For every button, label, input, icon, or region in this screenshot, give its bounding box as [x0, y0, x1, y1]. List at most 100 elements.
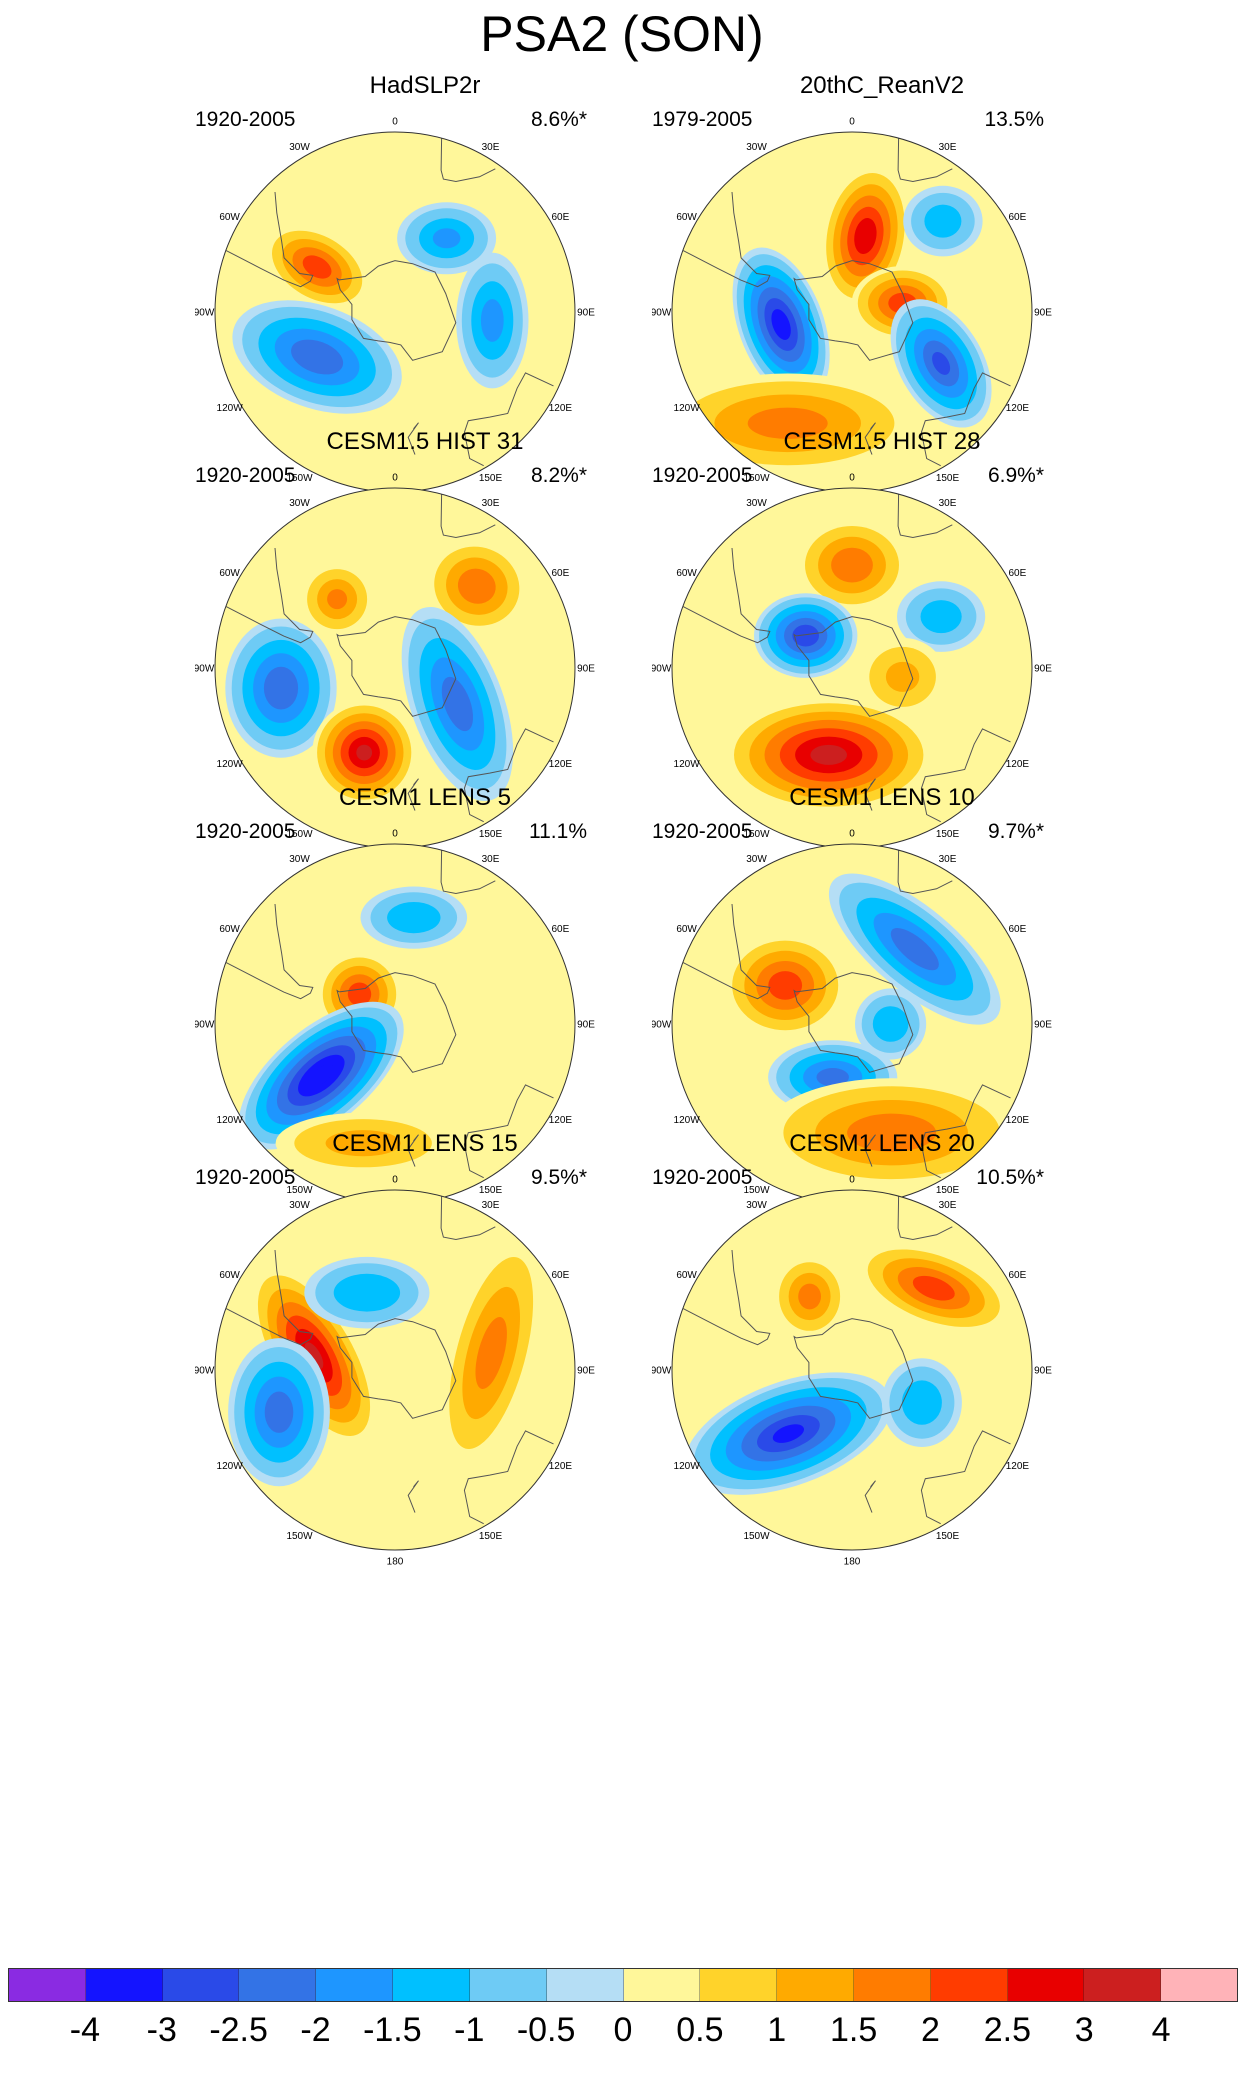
panel-variance: 8.6%*: [530, 108, 587, 131]
panel-variance: 10.5%*: [976, 1166, 1044, 1189]
longitude-label: 30W: [289, 854, 310, 865]
longitude-label: 30W: [289, 498, 310, 509]
coastline: [897, 1196, 953, 1241]
longitude-label: 120W: [217, 759, 244, 770]
panel-period: 1920-2005: [195, 464, 296, 487]
coastline: [336, 1318, 457, 1419]
colorbar-swatch: [623, 1969, 701, 2001]
contour-band: [356, 744, 373, 761]
map-panel: CESM1 LENS 5 1920-2005 11.1% 0 30E 60E 90E 120E…: [195, 784, 655, 1254]
longitude-label: 30E: [482, 498, 500, 509]
colorbar-swatch: [777, 1969, 854, 2001]
contour-band: [771, 309, 791, 340]
colorbar-tick-label: 1: [767, 2011, 787, 2049]
longitude-label: 120W: [217, 403, 244, 414]
longitude-label: 0: [392, 829, 398, 840]
coastline: [864, 422, 876, 455]
longitude-label: 90E: [577, 1020, 595, 1031]
contour-band: [890, 927, 939, 971]
coastline: [407, 1480, 419, 1513]
panel-period: 1920-2005: [652, 464, 753, 487]
colorbar-tick-label: 0.5: [676, 2011, 724, 2049]
panel-title: HadSLP2r: [369, 72, 481, 99]
contour-band: [264, 1391, 294, 1433]
longitude-label: 120W: [217, 1461, 244, 1472]
contour-band: [768, 971, 803, 1000]
longitude-label: 30E: [939, 1200, 957, 1211]
coastline: [682, 1249, 771, 1346]
longitude-label: 180: [844, 1557, 861, 1568]
contour-field: [215, 132, 575, 492]
colorbar-tick-label: -4: [69, 2011, 100, 2049]
coastline: [225, 547, 314, 644]
longitude-label: 90E: [577, 308, 595, 319]
contour-band: [387, 902, 441, 934]
longitude-label: 120E: [1006, 1115, 1030, 1126]
longitude-label: 60W: [219, 212, 240, 223]
longitude-label: 30E: [939, 142, 957, 153]
colorbar-tick-label: -1: [454, 2011, 485, 2049]
contour-field: [672, 488, 1032, 848]
coastline: [682, 547, 771, 644]
longitude-label: 60E: [552, 924, 570, 935]
contour-band: [441, 676, 474, 732]
longitude-label: 90W: [195, 664, 215, 675]
contour-band: [327, 589, 348, 610]
contour-band: [872, 1006, 909, 1042]
panel-variance: 9.7%*: [987, 820, 1044, 843]
coastline: [225, 191, 314, 288]
panel-title: 20thC_ReanV2: [799, 72, 965, 99]
longitude-label: 150W: [286, 1531, 313, 1542]
contour-band: [798, 1283, 821, 1310]
panel-variance: 8.2%*: [530, 464, 587, 487]
coastline: [920, 372, 1011, 467]
longitude-label: 30W: [289, 142, 310, 153]
longitude-label: 60E: [552, 1270, 570, 1281]
longitude-label: 60E: [1009, 1270, 1027, 1281]
longitude-label: 60E: [552, 568, 570, 579]
colorbar-swatch: [393, 1969, 470, 2001]
field-background: [672, 1190, 1032, 1550]
panel-period: 1979-2005: [652, 108, 753, 131]
longitude-label: 30E: [939, 498, 957, 509]
colorbar-swatch: [546, 1969, 624, 2001]
contour-field: [672, 1190, 1032, 1550]
coastline: [336, 972, 457, 1073]
longitude-label: 30E: [482, 142, 500, 153]
contour-band: [457, 568, 496, 604]
colorbar-tick-label: 3: [1074, 2011, 1094, 2049]
contour-band: [924, 204, 962, 238]
colorbar-swatch: [239, 1969, 317, 2001]
coastline: [440, 850, 496, 895]
map-border: [671, 1189, 1033, 1551]
longitude-label: 120W: [674, 759, 701, 770]
longitude-label: 120W: [217, 1115, 244, 1126]
longitude-label: 30E: [482, 1200, 500, 1211]
longitude-label: 150E: [479, 473, 503, 484]
longitude-label: 90E: [577, 1366, 595, 1377]
coastline: [897, 850, 953, 895]
longitude-label: 120W: [674, 403, 701, 414]
panel-period: 1920-2005: [652, 820, 753, 843]
panel-period: 1920-2005: [195, 1166, 296, 1189]
longitude-label: 150E: [479, 829, 503, 840]
contour-band: [333, 1273, 401, 1312]
panel-title: CESM1 LENS 15: [332, 1130, 518, 1157]
contour-band: [747, 407, 828, 439]
longitude-label: 90W: [195, 1366, 215, 1377]
contour-band: [325, 1130, 401, 1157]
contour-band: [810, 744, 847, 765]
longitude-label: 60W: [219, 924, 240, 935]
colorbar: [8, 1968, 1238, 2002]
map-panel: CESM1 LENS 15 1920-2005 9.5%* 0 30E 60E 90E 120…: [195, 1130, 655, 1600]
coastline: [793, 972, 914, 1073]
longitude-label: 30W: [746, 498, 767, 509]
panel-period: 1920-2005: [195, 820, 296, 843]
longitude-label: 0: [849, 829, 855, 840]
coastline: [407, 422, 419, 455]
longitude-label: 150E: [936, 1531, 960, 1542]
map-panel: CESM1 LENS 20 1920-2005 10.5%* 0 30E 60E 90E 12…: [652, 1130, 1112, 1600]
longitude-label: 150W: [286, 1185, 313, 1196]
